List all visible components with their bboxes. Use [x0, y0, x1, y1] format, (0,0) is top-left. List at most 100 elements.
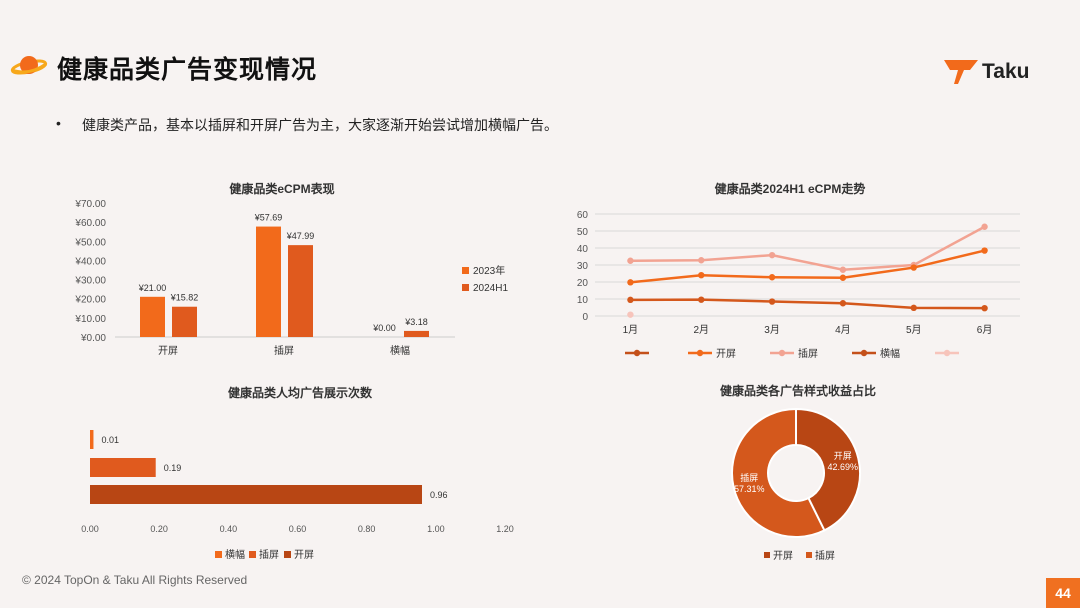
legend-swatch	[249, 551, 256, 558]
page-title: 健康品类广告变现情况	[57, 56, 318, 84]
impressions-hbar-chart: 0.01 0.19 0.96 0.00 0.20 0.40 0.60 0.80 1.00 1.20…	[81, 430, 514, 561]
hbar-开屏	[90, 485, 422, 504]
taku-logo-icon	[944, 60, 978, 84]
x-tick-label: 0.20	[150, 524, 168, 534]
y-tick-label: ¥50.00	[74, 237, 106, 248]
legend-label: 开屏	[773, 550, 793, 562]
legend-label: 插屏	[798, 347, 818, 360]
x-tick-label: 6月	[977, 324, 993, 336]
hbar-data-label: 0.19	[164, 463, 182, 473]
legend-swatch	[764, 552, 770, 558]
series-point	[910, 264, 917, 271]
x-tick-label: 1月	[623, 324, 639, 336]
series-line	[630, 298, 985, 310]
y-tick-label: ¥0.00	[80, 333, 106, 344]
series-point	[839, 300, 847, 307]
series-point	[981, 223, 988, 230]
y-tick-label: ¥30.00	[74, 276, 106, 287]
hbar-data-label: 0.96	[430, 490, 448, 500]
y-tick-label: ¥70.00	[74, 199, 106, 210]
legend-swatch	[462, 267, 469, 274]
series-point	[768, 251, 776, 259]
series-point	[981, 304, 988, 312]
legend-swatch	[284, 551, 291, 558]
legend-marker	[860, 349, 868, 357]
series-point	[768, 298, 776, 305]
legend-swatch	[215, 551, 222, 558]
planet-logo-icon	[10, 56, 48, 75]
slice-name-label: 开屏	[834, 451, 852, 461]
series-point	[839, 266, 847, 273]
y-tick-label: ¥10.00	[74, 314, 106, 325]
series-point	[910, 304, 917, 312]
legend-label: 插屏	[259, 548, 279, 561]
legend-label: 横幅	[225, 548, 245, 561]
bar-2023	[140, 296, 165, 337]
chart-title-revenue-share: 健康品类各广告样式收益占比	[719, 384, 876, 398]
series-point	[768, 274, 776, 281]
y-tick-label: 50	[577, 227, 589, 238]
legend-label: 横幅	[880, 347, 900, 360]
chart-title-impressions: 健康品类人均广告展示次数	[227, 386, 372, 400]
brand-name: Taku	[982, 60, 1030, 83]
x-tick-label: 横幅	[390, 344, 410, 357]
chart-title-ecpm-bar: 健康品类eCPM表现	[229, 182, 335, 196]
series-line	[630, 249, 985, 284]
x-tick-label: 开屏	[158, 345, 178, 357]
legend-marker	[943, 349, 951, 357]
x-tick-label: 0.00	[81, 524, 99, 534]
bar-data-label: ¥47.99	[286, 231, 315, 241]
x-tick-label: 5月	[906, 324, 922, 336]
slice-percent-label: 57.31%	[734, 484, 765, 494]
chart-title-ecpm-line: 健康品类2024H1 eCPM走势	[714, 182, 866, 196]
x-tick-label: 插屏	[274, 344, 294, 357]
bar-2024h1	[288, 245, 313, 337]
series-line	[630, 225, 986, 272]
summary-text: 健康类产品，基本以插屏和开屏广告为主，大家逐渐开始尝试增加横幅广告。	[82, 117, 558, 133]
legend-marker	[778, 349, 786, 357]
legend-marker	[696, 349, 704, 357]
legend-swatch	[462, 284, 469, 291]
legend-swatch	[806, 552, 812, 558]
series-point	[627, 279, 634, 286]
x-tick-label: 1.20	[496, 524, 514, 534]
x-tick-label: 0.40	[220, 524, 238, 534]
legend-label: 2024H1	[473, 283, 508, 294]
series-point	[981, 247, 988, 254]
bar-2023	[256, 226, 281, 337]
y-tick-label: 20	[577, 278, 589, 289]
series-point	[627, 257, 634, 264]
y-tick-label: ¥40.00	[74, 256, 106, 267]
bar-2024h1	[172, 306, 197, 337]
bar-data-label: ¥3.18	[404, 317, 428, 327]
series-point	[698, 257, 705, 264]
x-tick-label: 2月	[693, 324, 709, 336]
bar-data-label: ¥57.69	[254, 213, 283, 223]
y-tick-label: 60	[577, 210, 589, 221]
legend-marker	[633, 349, 641, 357]
hbar-data-label: 0.01	[101, 435, 119, 445]
legend-label: 开屏	[294, 549, 314, 561]
legend-label: 插屏	[815, 549, 835, 562]
slice-name-label: 插屏	[740, 472, 758, 483]
legend-label: 开屏	[716, 348, 736, 360]
x-tick-label: 0.60	[289, 524, 307, 534]
y-tick-label: ¥20.00	[74, 295, 106, 306]
slice-percent-label: 42.69%	[827, 462, 858, 472]
legend-label: 2023年	[473, 264, 505, 277]
y-tick-label: 0	[582, 312, 588, 323]
bar-data-label: ¥15.82	[170, 293, 199, 303]
bullet-marker: •	[56, 115, 61, 131]
series-point	[627, 311, 634, 318]
x-tick-label: 0.80	[358, 524, 376, 534]
series-point	[839, 274, 847, 281]
ecpm-bar-chart: ¥0.00 ¥10.00 ¥20.00 ¥30.00 ¥40.00 ¥50.00 ¥60.0…	[74, 199, 508, 357]
page-number: 44	[1046, 578, 1080, 608]
hbar-横幅	[90, 430, 94, 449]
x-tick-label: 3月	[764, 324, 780, 336]
x-tick-label: 4月	[835, 324, 851, 336]
y-tick-label: 40	[577, 244, 589, 255]
donut-slice-插屏	[731, 407, 826, 538]
